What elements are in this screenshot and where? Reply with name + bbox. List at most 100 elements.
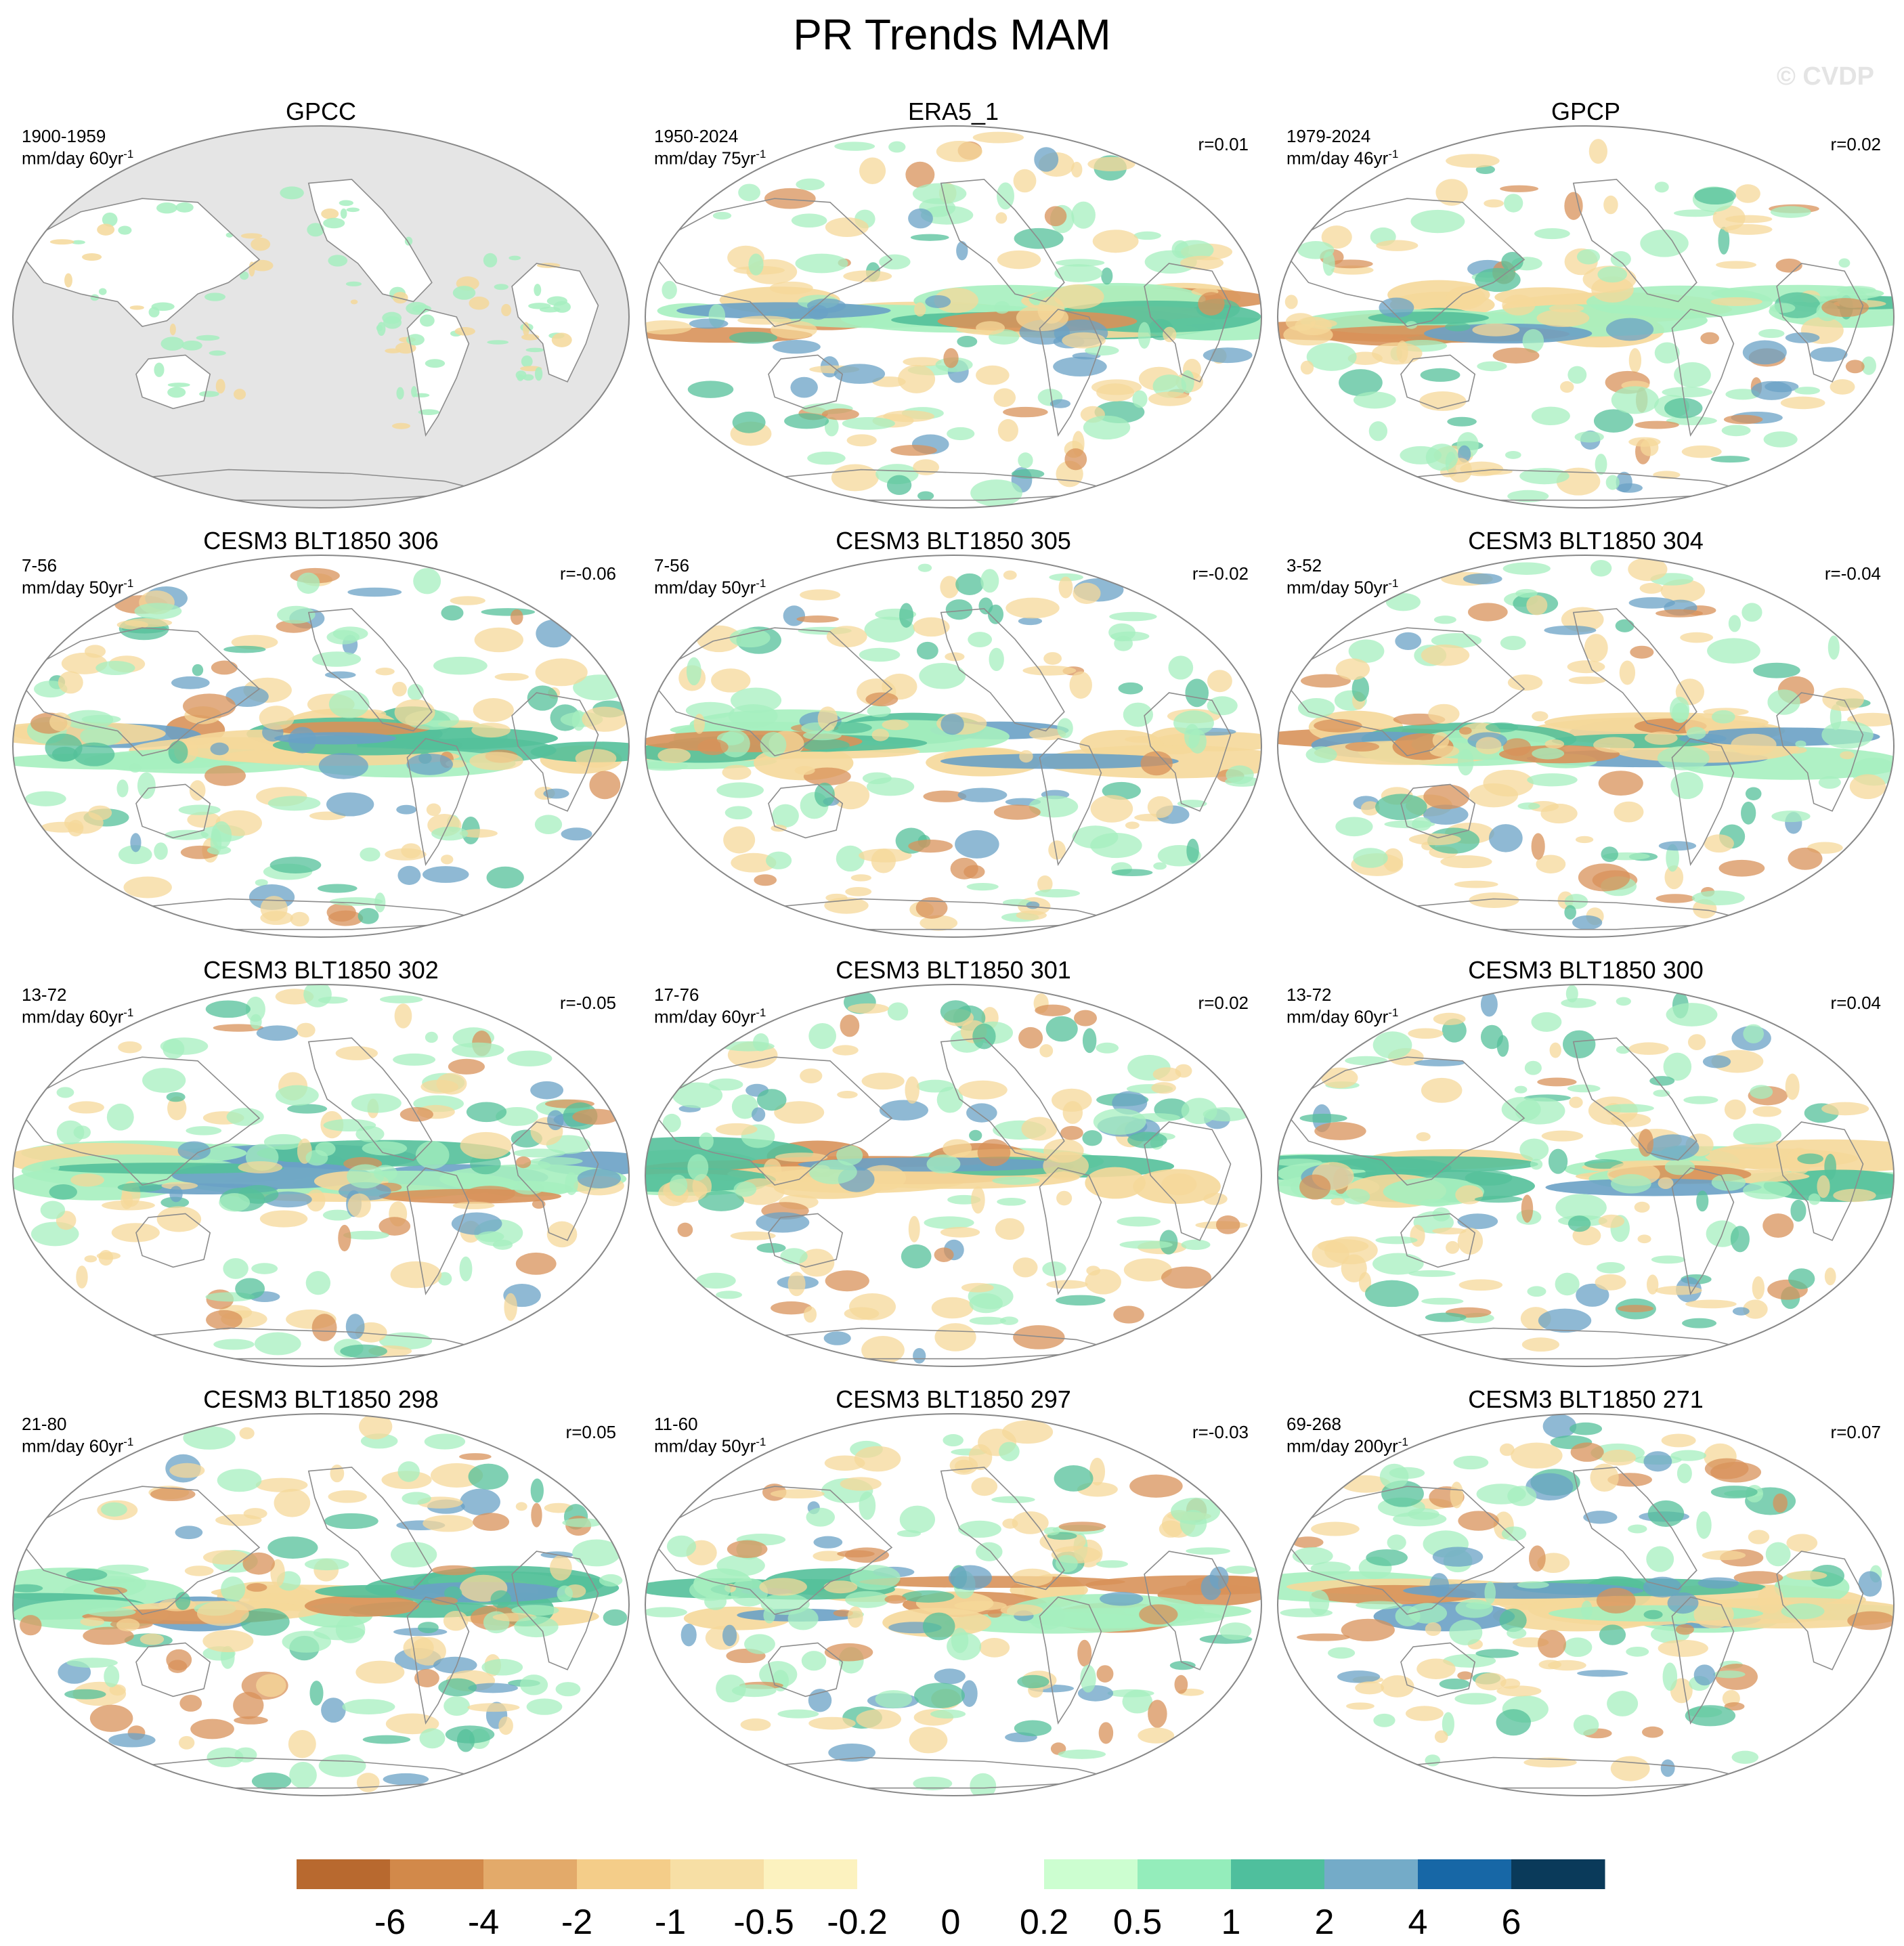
colorbar-tick-label: 0 [941, 1903, 961, 1942]
panel-title: GPCC [285, 98, 356, 125]
colorbar-swatch [1324, 1859, 1419, 1889]
trend-map [1277, 984, 1895, 1367]
panel-units: mm/day 50yr-1 [22, 577, 133, 599]
colorbar-tick-label: 1 [1221, 1903, 1241, 1942]
panel-units-exponent: -1 [756, 1435, 766, 1448]
colorbar-swatch [1511, 1859, 1605, 1889]
colorbar-swatch [390, 1859, 484, 1889]
panel-units-exponent: -1 [756, 148, 766, 160]
panel-units: mm/day 50yr-1 [654, 577, 766, 599]
trend-map [645, 125, 1262, 509]
colorbar: -6 -4 -2 -1 -0.5 -0.2 0 0.2 0.5 1 2 4 6 [297, 1859, 1605, 1942]
panel-title: GPCP [1551, 98, 1621, 125]
colorbar-tick-label: 0.5 [1113, 1903, 1162, 1942]
trend-map [12, 984, 630, 1367]
panel-correlation: r=0.05 [565, 1422, 616, 1442]
panel-title: CESM3 BLT1850 297 [836, 1385, 1071, 1413]
trend-map [1277, 125, 1895, 509]
colorbar-swatch [1044, 1859, 1138, 1889]
panel-correlation: r=0.07 [1830, 1422, 1881, 1442]
map-panel: CESM3 BLT1850 298 21-80 mm/day 60yr-1 r=0.0… [9, 1379, 632, 1812]
panel-units-exponent: -1 [756, 1006, 766, 1019]
panel-period: 13-72 [22, 985, 67, 1005]
panel-units: mm/day 75yr-1 [654, 148, 766, 169]
panel-title: CESM3 BLT1850 305 [836, 527, 1071, 555]
cvdp-watermark: © CVDP [1776, 62, 1874, 91]
panel-period: 11-60 [654, 1414, 698, 1434]
panel-correlation: r=0.01 [1198, 134, 1249, 154]
panel-period: 7-56 [654, 555, 690, 576]
panel-units-text: mm/day 50yr [654, 1435, 756, 1456]
colorbar-swatch [951, 1859, 1045, 1889]
panel-units-text: mm/day 200yr [1286, 1435, 1398, 1456]
trend-map [12, 125, 630, 509]
trend-map [12, 555, 630, 938]
panel-units: mm/day 60yr-1 [22, 1435, 133, 1457]
panel-units-exponent: -1 [756, 577, 766, 590]
panel-units: mm/day 50yr-1 [1286, 577, 1398, 599]
panel-period: 17-76 [654, 985, 699, 1005]
panel-units-text: mm/day 50yr [22, 577, 124, 598]
map-panel: CESM3 BLT1850 301 17-76 mm/day 60yr-1 r=0.0… [642, 949, 1265, 1383]
panel-units: mm/day 60yr-1 [22, 1006, 133, 1028]
panel-title: CESM3 BLT1850 300 [1468, 956, 1704, 984]
panel-units-exponent: -1 [123, 577, 134, 590]
panel-title: CESM3 BLT1850 304 [1468, 527, 1704, 555]
figure-title: PR Trends MAM [793, 10, 1111, 59]
panel-correlation: r=-0.03 [1192, 1422, 1249, 1442]
map-panel: CESM3 BLT1850 304 3-52 mm/day 50yr-1 r=-0.0… [1274, 520, 1897, 953]
colorbar-swatch [1231, 1859, 1325, 1889]
panel-units-exponent: -1 [1388, 1006, 1399, 1019]
map-panel: ERA5_1 1950-2024 mm/day 75yr-1 r=0.01 [642, 91, 1265, 524]
panel-units-text: mm/day 46yr [1286, 148, 1389, 169]
colorbar-tick-label: -4 [468, 1903, 499, 1942]
map-panel: GPCP 1979-2024 mm/day 46yr-1 r=0.02 [1274, 91, 1897, 524]
colorbar-tick-label: -6 [374, 1903, 406, 1942]
map-panel: CESM3 BLT1850 271 69-268 mm/day 200yr-1 r=0… [1274, 1379, 1897, 1812]
colorbar-swatch [1138, 1859, 1232, 1889]
panel-units-text: mm/day 60yr [1286, 1006, 1389, 1027]
panel-units-text: mm/day 75yr [654, 148, 756, 169]
map-panel: CESM3 BLT1850 297 11-60 mm/day 50yr-1 r=-0.… [642, 1379, 1265, 1812]
panel-units-exponent: -1 [1388, 148, 1399, 160]
panel-units-text: mm/day 50yr [1286, 577, 1389, 598]
colorbar-tick-label: 0.2 [1020, 1903, 1068, 1942]
panel-correlation: r=-0.06 [559, 563, 616, 584]
panel-units: mm/day 200yr-1 [1286, 1435, 1408, 1457]
panel-title: CESM3 BLT1850 306 [203, 527, 439, 555]
panel-units: mm/day 46yr-1 [1286, 148, 1398, 169]
colorbar-tick-label: -0.2 [827, 1903, 888, 1942]
panel-title: CESM3 BLT1850 298 [203, 1385, 439, 1413]
panel-units-text: mm/day 60yr [22, 148, 124, 169]
panel-period: 1979-2024 [1286, 126, 1371, 146]
panel-units-text: mm/day 60yr [22, 1006, 124, 1027]
panel-units-text: mm/day 50yr [654, 577, 756, 598]
panel-units-exponent: -1 [123, 148, 134, 160]
map-panel: CESM3 BLT1850 302 13-72 mm/day 60yr-1 r=-0.… [9, 949, 632, 1383]
colorbar-tick-label: 6 [1502, 1903, 1521, 1942]
panel-units: mm/day 50yr-1 [654, 1435, 766, 1457]
panel-correlation: r=-0.02 [1192, 563, 1249, 584]
colorbar-swatch [670, 1859, 764, 1889]
panel-units-text: mm/day 60yr [654, 1006, 756, 1027]
trend-map [1277, 1413, 1895, 1796]
panel-period: 7-56 [22, 555, 58, 576]
panel-units: mm/day 60yr-1 [1286, 1006, 1398, 1028]
colorbar-tick-label: -1 [655, 1903, 686, 1942]
colorbar-swatch [1418, 1859, 1512, 1889]
trend-map [645, 555, 1262, 938]
panel-units: mm/day 60yr-1 [654, 1006, 766, 1028]
trend-map [645, 1413, 1262, 1796]
panel-units-text: mm/day 60yr [22, 1435, 124, 1456]
map-panel: GPCC 1900-1959 mm/day 60yr-1 [9, 91, 632, 524]
panel-title: ERA5_1 [907, 98, 999, 125]
map-panel: CESM3 BLT1850 300 13-72 mm/day 60yr-1 r=0.0… [1274, 949, 1897, 1383]
colorbar-tick-label: -0.5 [733, 1903, 794, 1942]
panel-correlation: r=-0.05 [559, 993, 616, 1013]
panel-period: 1900-1959 [22, 126, 106, 146]
colorbar-swatch [857, 1859, 951, 1889]
panel-period: 1950-2024 [654, 126, 739, 146]
panel-title: CESM3 BLT1850 302 [203, 956, 439, 984]
panel-units-exponent: -1 [123, 1435, 134, 1448]
colorbar-tick-label: -2 [561, 1903, 592, 1942]
